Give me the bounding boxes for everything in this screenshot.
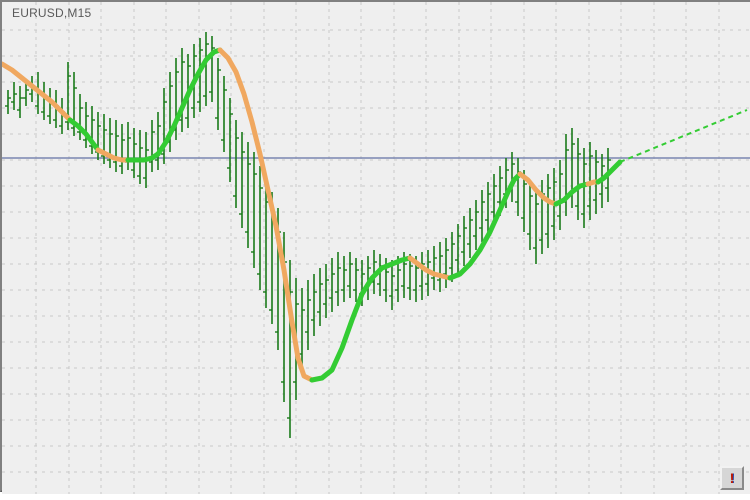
moving-average-segment [125, 151, 161, 163]
moving-average-segment [517, 171, 559, 207]
alert-button[interactable]: ! [720, 466, 744, 490]
moving-average-group [2, 47, 623, 383]
moving-average-segment [95, 147, 131, 163]
moving-average-segment [447, 171, 523, 281]
forecast-projection-line [619, 109, 748, 163]
ohlc-bars-group [5, 32, 611, 438]
moving-average-segment [217, 47, 315, 383]
moving-average-segment [155, 47, 223, 157]
moving-average-segment [595, 159, 623, 185]
chart-symbol-label: EURUSD,M15 [12, 6, 92, 20]
moving-average-segment [67, 117, 101, 153]
moving-average-segment [407, 255, 453, 281]
moving-average-segment [309, 255, 413, 383]
moving-average-segment [553, 181, 591, 207]
moving-average-segment [2, 61, 73, 123]
exclamation-icon: ! [729, 470, 735, 486]
